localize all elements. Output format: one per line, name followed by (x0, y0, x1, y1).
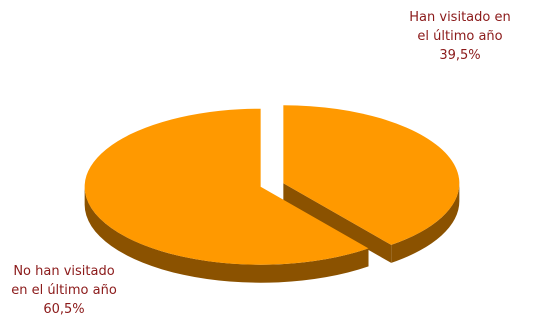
pie-sides (84, 183, 460, 283)
pie-tops (84, 105, 460, 265)
data-label-not-visited-line-2: en el último año (11, 283, 117, 298)
pie-slice-side-visited (391, 183, 460, 263)
pie-slice-not-visited (84, 108, 369, 265)
pie-slice-visited (283, 105, 460, 245)
pie-slice-cut-visited-1 (283, 183, 392, 263)
data-label-not-visited-line-1: No han visitado (13, 264, 115, 279)
data-label-visited-line-1: Han visitado en (409, 10, 511, 25)
data-label-visited-line-2: el último año (417, 29, 503, 44)
data-label-not-visited: No han visitado en el último año 60,5% (0, 262, 128, 319)
data-label-visited: Han visitado en el último año 39,5% (400, 8, 520, 65)
data-label-visited-value: 39,5% (439, 48, 481, 63)
data-label-not-visited-value: 60,5% (43, 302, 85, 317)
pie-slice-side-not-visited (84, 186, 369, 283)
